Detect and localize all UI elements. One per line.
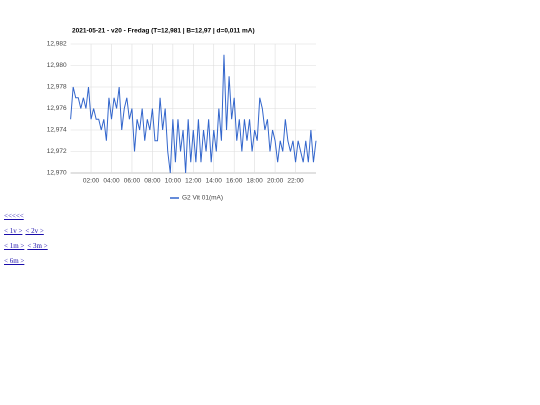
series-line bbox=[70, 54, 317, 174]
y-tick-label: 12,980 bbox=[47, 62, 67, 69]
x-tick-label: 12:00 bbox=[185, 178, 202, 185]
y-tick-label: 12,970 bbox=[47, 170, 67, 177]
y-tick-label: 12,982 bbox=[47, 41, 67, 48]
nav-link[interactable]: < 2v > bbox=[25, 227, 44, 235]
x-tick-label: 20:00 bbox=[267, 178, 284, 185]
nav-link[interactable]: <<<<< bbox=[4, 212, 24, 220]
x-tick-label: 02:00 bbox=[83, 178, 100, 185]
y-tick-label: 12,978 bbox=[47, 84, 67, 91]
x-tick-label: 14:00 bbox=[206, 178, 223, 185]
x-tick-label: 18:00 bbox=[247, 178, 264, 185]
x-tick-label: 22:00 bbox=[287, 178, 304, 185]
y-tick-label: 12,976 bbox=[47, 105, 67, 112]
y-tick-label: 12,972 bbox=[47, 148, 67, 155]
link-row: <<<<< bbox=[4, 212, 51, 227]
y-tick-label: 12,974 bbox=[47, 127, 67, 134]
x-tick-label: 06:00 bbox=[124, 178, 141, 185]
x-tick-label: 16:00 bbox=[226, 178, 243, 185]
nav-link[interactable]: < 1m > bbox=[4, 242, 25, 250]
chart: 2021-05-21 - v20 - Fredag (T=12,981 | B=… bbox=[47, 28, 317, 202]
x-tick-label: 10:00 bbox=[165, 178, 182, 185]
link-row: < 1m > < 3m > bbox=[4, 242, 51, 257]
chart-title: 2021-05-21 - v20 - Fredag (T=12,981 | B=… bbox=[72, 28, 255, 35]
x-tick-label: 04:00 bbox=[103, 178, 120, 185]
nav-link[interactable]: < 3m > bbox=[27, 242, 48, 250]
link-row: < 1v > < 2v > bbox=[4, 227, 51, 242]
nav: <<<<< < 1v > < 2v > < 1m > < 3m > < 6m > bbox=[4, 212, 51, 272]
legend-label: G2 Vit 01(mA) bbox=[182, 195, 223, 202]
link-row: < 6m > bbox=[4, 257, 51, 272]
nav-link[interactable]: < 6m > bbox=[4, 257, 25, 265]
nav-link[interactable]: < 1v > bbox=[4, 227, 23, 235]
x-tick-label: 08:00 bbox=[144, 178, 161, 185]
